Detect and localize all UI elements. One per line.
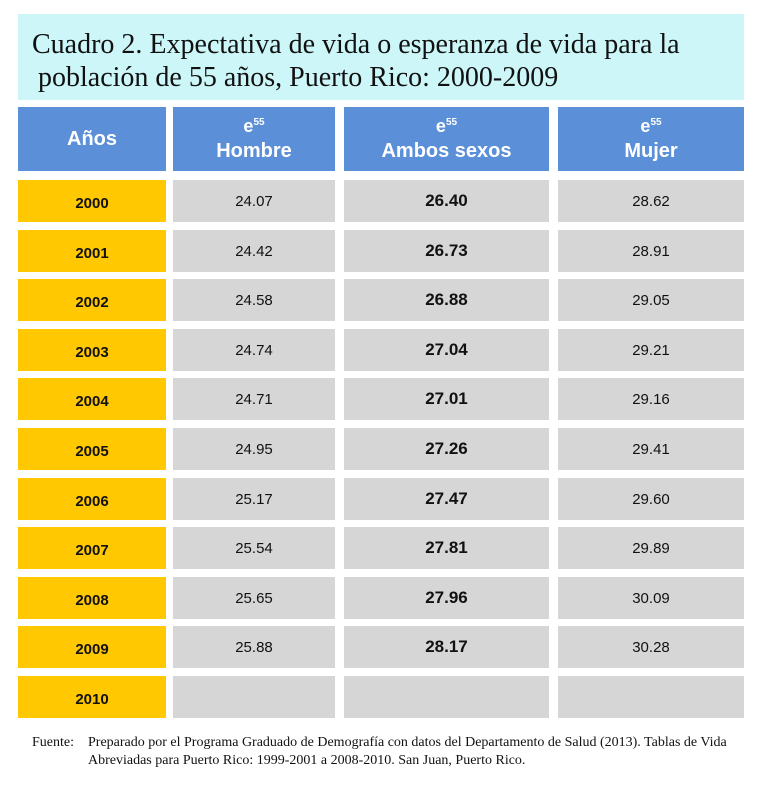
cell-female: 28.62 xyxy=(558,180,744,222)
cell-both: 27.04 xyxy=(344,329,549,371)
cell-year: 2009 xyxy=(18,626,166,668)
cell-male: 24.42 xyxy=(173,230,335,272)
title-line-2: población de 55 años, Puerto Rico: 2000-… xyxy=(38,62,559,93)
header-male-symbol: e55 xyxy=(173,114,335,135)
cell-both: 27.01 xyxy=(344,378,549,420)
cell-both: 27.81 xyxy=(344,527,549,569)
source-text: Preparado por el Programa Graduado de De… xyxy=(88,735,727,768)
header-both: e55 Ambos sexos xyxy=(344,107,549,171)
cell-male: 24.71 xyxy=(173,378,335,420)
cell-both: 27.96 xyxy=(344,577,549,619)
cell-both: 26.40 xyxy=(344,180,549,222)
cell-year: 2010 xyxy=(18,676,166,718)
e-symbol: e xyxy=(243,116,254,136)
cell-female: 29.89 xyxy=(558,527,744,569)
header-female: e55 Mujer xyxy=(558,107,744,171)
cell-year: 2008 xyxy=(18,577,166,619)
cell-year: 2004 xyxy=(18,378,166,420)
header-both-label: Ambos sexos xyxy=(381,140,512,162)
header-both-symbol: e55 xyxy=(344,114,549,135)
cell-year: 2000 xyxy=(18,180,166,222)
cell-year: 2002 xyxy=(18,279,166,321)
cell-year: 2007 xyxy=(18,527,166,569)
cell-male: 25.54 xyxy=(173,527,335,569)
e-superscript: 55 xyxy=(650,117,662,128)
header-male: e55 Hombre xyxy=(173,107,335,171)
cell-both: 27.47 xyxy=(344,478,549,520)
cell-female: 30.28 xyxy=(558,626,744,668)
cell-female: 29.21 xyxy=(558,329,744,371)
table-title: Cuadro 2. Expectativa de vida o esperanz… xyxy=(18,14,744,100)
cell-both: 26.88 xyxy=(344,279,549,321)
header-years: Años xyxy=(18,107,166,171)
cell-female: 28.91 xyxy=(558,230,744,272)
source-label: Fuente: xyxy=(32,735,74,750)
e-symbol: e xyxy=(435,116,446,136)
e-symbol: e xyxy=(640,116,651,136)
cell-male: 25.17 xyxy=(173,478,335,520)
cell-year: 2005 xyxy=(18,428,166,470)
cell-male: 25.88 xyxy=(173,626,335,668)
cell-female xyxy=(558,676,744,718)
cell-female: 29.60 xyxy=(558,478,744,520)
cell-year: 2006 xyxy=(18,478,166,520)
cell-male: 24.95 xyxy=(173,428,335,470)
header-male-label: Hombre xyxy=(216,140,292,162)
cell-both: 26.73 xyxy=(344,230,549,272)
source-note: Fuente: Preparado por el Programa Gradua… xyxy=(32,734,752,770)
cell-male: 24.07 xyxy=(173,180,335,222)
cell-female: 29.41 xyxy=(558,428,744,470)
cell-year: 2003 xyxy=(18,329,166,371)
header-female-label: Mujer xyxy=(624,140,678,162)
e-superscript: 55 xyxy=(445,117,458,128)
cell-male: 24.58 xyxy=(173,279,335,321)
cell-female: 29.05 xyxy=(558,279,744,321)
cell-male: 24.74 xyxy=(173,329,335,371)
cell-both: 27.26 xyxy=(344,428,549,470)
cell-male xyxy=(173,676,335,718)
cell-both xyxy=(344,676,549,718)
cell-female: 29.16 xyxy=(558,378,744,420)
cell-year: 2001 xyxy=(18,230,166,272)
header-years-label: Años xyxy=(67,128,117,150)
cell-both: 28.17 xyxy=(344,626,549,668)
cell-female: 30.09 xyxy=(558,577,744,619)
e-superscript: 55 xyxy=(253,117,265,128)
cell-male: 25.65 xyxy=(173,577,335,619)
header-female-symbol: e55 xyxy=(558,114,744,135)
title-line-1: Cuadro 2. Expectativa de vida o esperanz… xyxy=(32,29,680,60)
